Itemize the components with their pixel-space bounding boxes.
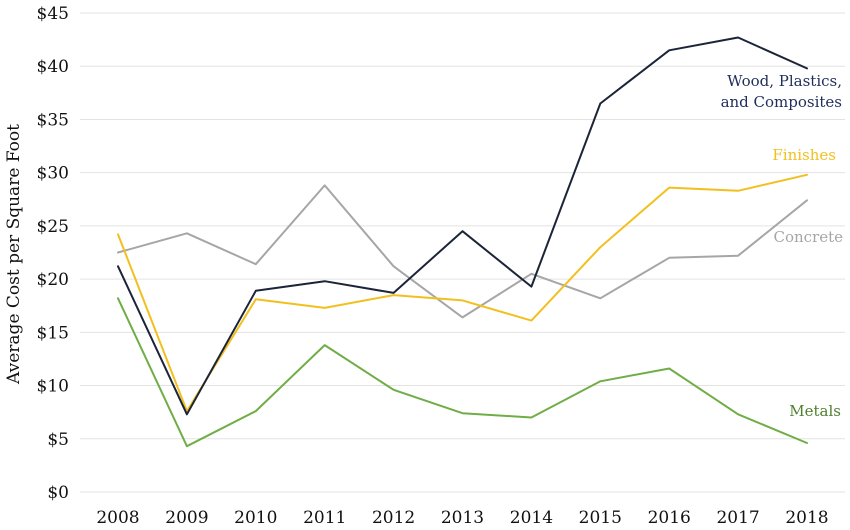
x-tick-label: 2009	[165, 508, 208, 528]
y-tick-label: $10	[37, 377, 69, 397]
y-tick-label: $30	[37, 164, 69, 184]
series-line-metals	[117, 297, 808, 448]
x-tick-label: 2018	[785, 508, 828, 528]
series-line-wood-plastics-and-composites	[117, 36, 808, 416]
series-line-finishes	[117, 173, 808, 413]
y-tick-label: $45	[37, 4, 69, 24]
series-labels: Concrete Finishes Wood, Plastics, and Compo…	[721, 72, 844, 420]
x-tick-label: 2016	[648, 508, 691, 528]
x-tick-label: 2014	[510, 508, 553, 528]
series-label-metals: Metals	[789, 402, 841, 420]
y-tick-label: $15	[37, 323, 69, 343]
x-tick-label: 2010	[234, 508, 277, 528]
series-label-line: Wood, Plastics,	[727, 72, 842, 90]
y-tick-label: $0	[47, 483, 69, 503]
y-tick-label: $20	[37, 270, 69, 290]
series-label-line: and Composites	[721, 93, 842, 111]
series-label-concrete: Concrete	[773, 228, 843, 246]
gridlines	[80, 12, 845, 493]
series-label-finishes: Finishes	[772, 146, 836, 164]
x-tick-label: 2012	[372, 508, 415, 528]
y-tick-label: $25	[37, 217, 69, 237]
y-tick-label: $5	[47, 430, 69, 450]
x-axis-tick-labels: 2008 2009 2010 2011 2012 2013 2014 2015 2016 2017…	[96, 508, 828, 528]
x-tick-label: 2017	[716, 508, 759, 528]
y-tick-label: $40	[37, 57, 69, 77]
series-lines	[117, 36, 808, 448]
y-tick-label: $35	[37, 110, 69, 130]
y-axis-tick-labels: $0 $5 $10 $15 $20 $25 $30 $35 $40 $45	[37, 4, 69, 503]
series-label-line: Metals	[789, 402, 841, 420]
x-tick-label: 2008	[96, 508, 139, 528]
x-tick-label: 2011	[303, 508, 346, 528]
series-label-line: Concrete	[773, 228, 843, 246]
y-axis-title: Average Cost per Square Foot	[4, 124, 24, 385]
x-tick-label: 2013	[441, 508, 484, 528]
series-label-wood-plastics-and-composites: Wood, Plastics, and Composites	[721, 72, 842, 111]
series-label-line: Finishes	[772, 146, 836, 164]
series-line-concrete	[117, 184, 808, 319]
x-tick-label: 2015	[579, 508, 622, 528]
